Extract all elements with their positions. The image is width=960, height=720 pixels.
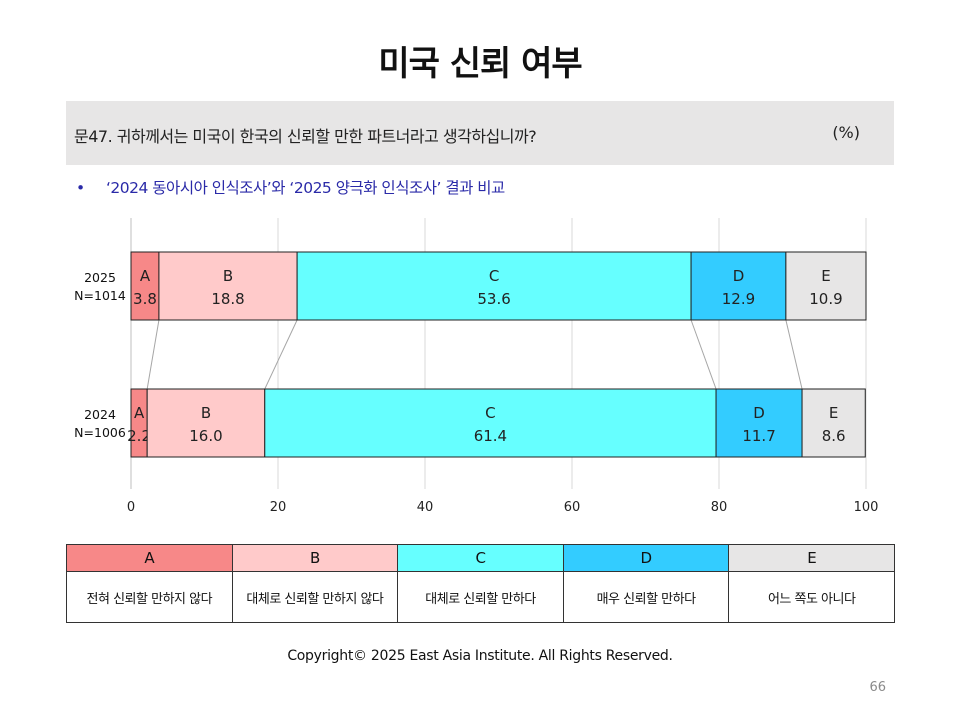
legend-label-row: 전혀 신뢰할 만하지 않다 대체로 신뢰할 만하지 않다 대체로 신뢰할 만하다… — [66, 571, 895, 623]
legend-key-e: E — [728, 544, 895, 572]
bar-segment — [801, 388, 866, 458]
data-label: 2.2 — [127, 427, 151, 445]
legend-key-d: D — [562, 544, 730, 572]
question-unit: (%) — [832, 123, 860, 142]
data-label: 12.9 — [722, 290, 755, 308]
x-tick-label: 20 — [270, 500, 287, 515]
legend-label-e: 어느 쪽도 아니다 — [728, 571, 895, 623]
x-tick-label: 100 — [854, 500, 879, 515]
data-label: 16.0 — [189, 427, 222, 445]
segment-category-label: D — [733, 267, 745, 285]
bar-segment — [130, 388, 148, 458]
row-label-n: N=1014 — [74, 288, 126, 303]
segment-category-label: E — [829, 404, 838, 422]
data-label: 53.6 — [477, 290, 510, 308]
page-title: 미국 신뢰 여부 — [378, 44, 582, 84]
bar-segment — [130, 251, 160, 321]
connector-line — [690, 319, 717, 390]
question-text: 문47. 귀하께서는 미국이 한국의 신뢰할 만한 파트너라고 생각하십니까? — [74, 127, 537, 146]
segment-category-label: E — [821, 267, 830, 285]
segment-category-label: A — [134, 404, 145, 422]
x-tick-label: 0 — [127, 500, 135, 515]
data-label: 8.6 — [822, 427, 846, 445]
legend-label-b: 대체로 신뢰할 만하지 않다 — [231, 571, 399, 623]
x-tick-label: 40 — [417, 500, 434, 515]
row-label-year: 2024 — [84, 407, 116, 422]
segment-category-label: C — [485, 404, 495, 422]
segment-category-label: C — [489, 267, 499, 285]
connector-line — [146, 319, 160, 390]
page-number: 66 — [869, 680, 886, 695]
connector-line — [785, 319, 803, 390]
connector-line — [264, 319, 298, 390]
bar-segment — [715, 388, 803, 458]
row-label-year: 2025 — [84, 270, 116, 285]
bullet-icon: • — [76, 179, 85, 197]
legend-key-c: C — [397, 544, 564, 572]
legend-key-a: A — [66, 544, 233, 572]
segment-category-label: B — [223, 267, 233, 285]
stacked-bar-chart: 0 20 40 60 80 100 A 3.8 B 18.8 C 53.6 D 12.9 E 10.9 2025… — [74, 218, 879, 515]
x-tick-label: 80 — [711, 500, 728, 515]
bar-segment — [264, 388, 717, 458]
bar-segment — [785, 251, 867, 321]
data-label: 3.8 — [133, 290, 157, 308]
data-label: 18.8 — [211, 290, 244, 308]
copyright-notice: Copyright© 2025 East Asia Institute. All… — [287, 648, 673, 664]
data-label: 61.4 — [474, 427, 507, 445]
bar-segment — [690, 251, 787, 321]
bar-segment — [296, 251, 692, 321]
legend-key-row: A B C D E — [66, 544, 895, 572]
segment-category-label: B — [201, 404, 211, 422]
legend-table: A B C D E 전혀 신뢰할 만하지 않다 대체로 신뢰할 만하지 않다 대… — [66, 544, 895, 623]
data-label: 10.9 — [809, 290, 842, 308]
question-box: 문47. 귀하께서는 미국이 한국의 신뢰할 만한 파트너라고 생각하십니까? … — [66, 101, 894, 165]
x-tick-label: 60 — [564, 500, 581, 515]
segment-category-label: A — [140, 267, 151, 285]
data-label: 11.7 — [742, 427, 775, 445]
legend-label-a: 전혀 신뢰할 만하지 않다 — [66, 571, 233, 623]
comparison-note-text: ‘2024 동아시아 인식조사’와 ‘2025 양극화 인식조사’ 결과 비교 — [106, 179, 505, 197]
bar-segment — [146, 388, 266, 458]
comparison-note: • ‘2024 동아시아 인식조사’와 ‘2025 양극화 인식조사’ 결과 비교 — [76, 176, 505, 198]
row-label-n: N=1006 — [74, 425, 126, 440]
legend-key-b: B — [231, 544, 399, 572]
bar-segment — [158, 251, 298, 321]
segment-category-label: D — [753, 404, 765, 422]
legend-label-d: 매우 신뢰할 만하다 — [562, 571, 730, 623]
legend-label-c: 대체로 신뢰할 만하다 — [397, 571, 564, 623]
